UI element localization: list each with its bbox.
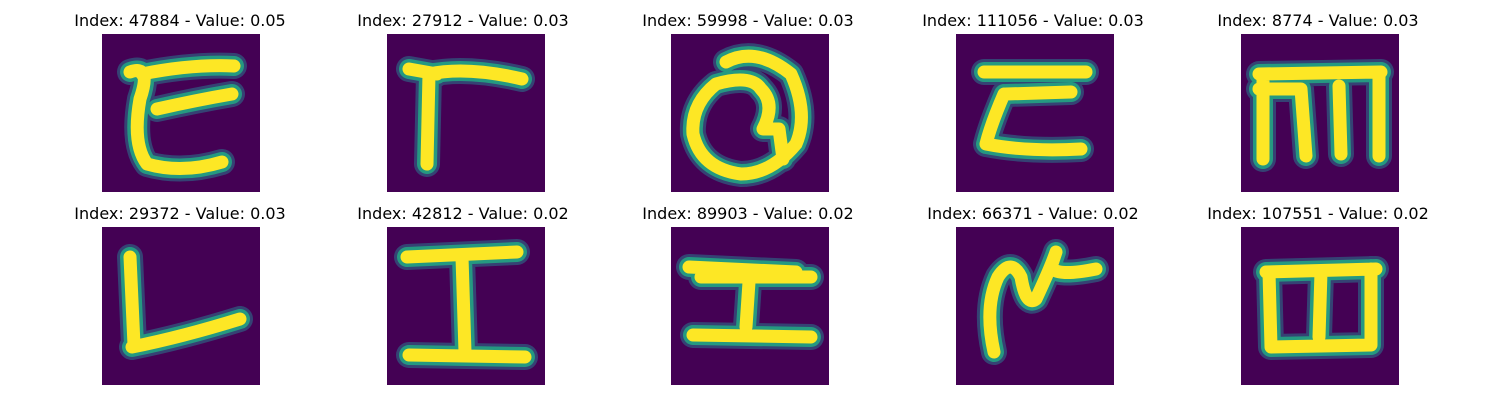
panel-title: Index: 59998 - Value: 0.03: [642, 11, 854, 30]
glyph-image: [671, 227, 829, 385]
panel-title: Index: 66371 - Value: 0.02: [927, 204, 1139, 223]
panel-title: Index: 27912 - Value: 0.03: [357, 11, 569, 30]
panel-title: Index: 42812 - Value: 0.02: [357, 204, 569, 223]
glyph-stroke: [1259, 262, 1383, 354]
glyph-stroke: [400, 245, 532, 364]
glyph-image: [387, 227, 545, 385]
glyph-image: [956, 227, 1114, 385]
glyph-stroke: [977, 65, 1093, 157]
glyph-stroke: [983, 245, 1103, 359]
glyph-image: [671, 34, 829, 192]
panel-title: Index: 107551 - Value: 0.02: [1207, 204, 1429, 223]
panel-title: Index: 111056 - Value: 0.03: [922, 11, 1144, 30]
glyph-image: [1241, 227, 1399, 385]
glyph-stroke: [123, 59, 241, 176]
glyph-stroke: [123, 250, 247, 354]
glyph-image: [387, 34, 545, 192]
panel-title: Index: 29372 - Value: 0.03: [74, 204, 286, 223]
glyph-stroke: [682, 260, 818, 344]
glyph-image: [956, 34, 1114, 192]
glyph-image: [102, 34, 260, 192]
panel-title: Index: 8774 - Value: 0.03: [1217, 11, 1419, 30]
panel-title: Index: 47884 - Value: 0.05: [74, 11, 286, 30]
glyph-stroke: [1252, 65, 1388, 166]
glyph-image: [102, 227, 260, 385]
glyph-stroke: [402, 62, 529, 171]
glyph-stroke: [686, 49, 808, 181]
panel-title: Index: 89903 - Value: 0.02: [642, 204, 854, 223]
glyph-image: [1241, 34, 1399, 192]
